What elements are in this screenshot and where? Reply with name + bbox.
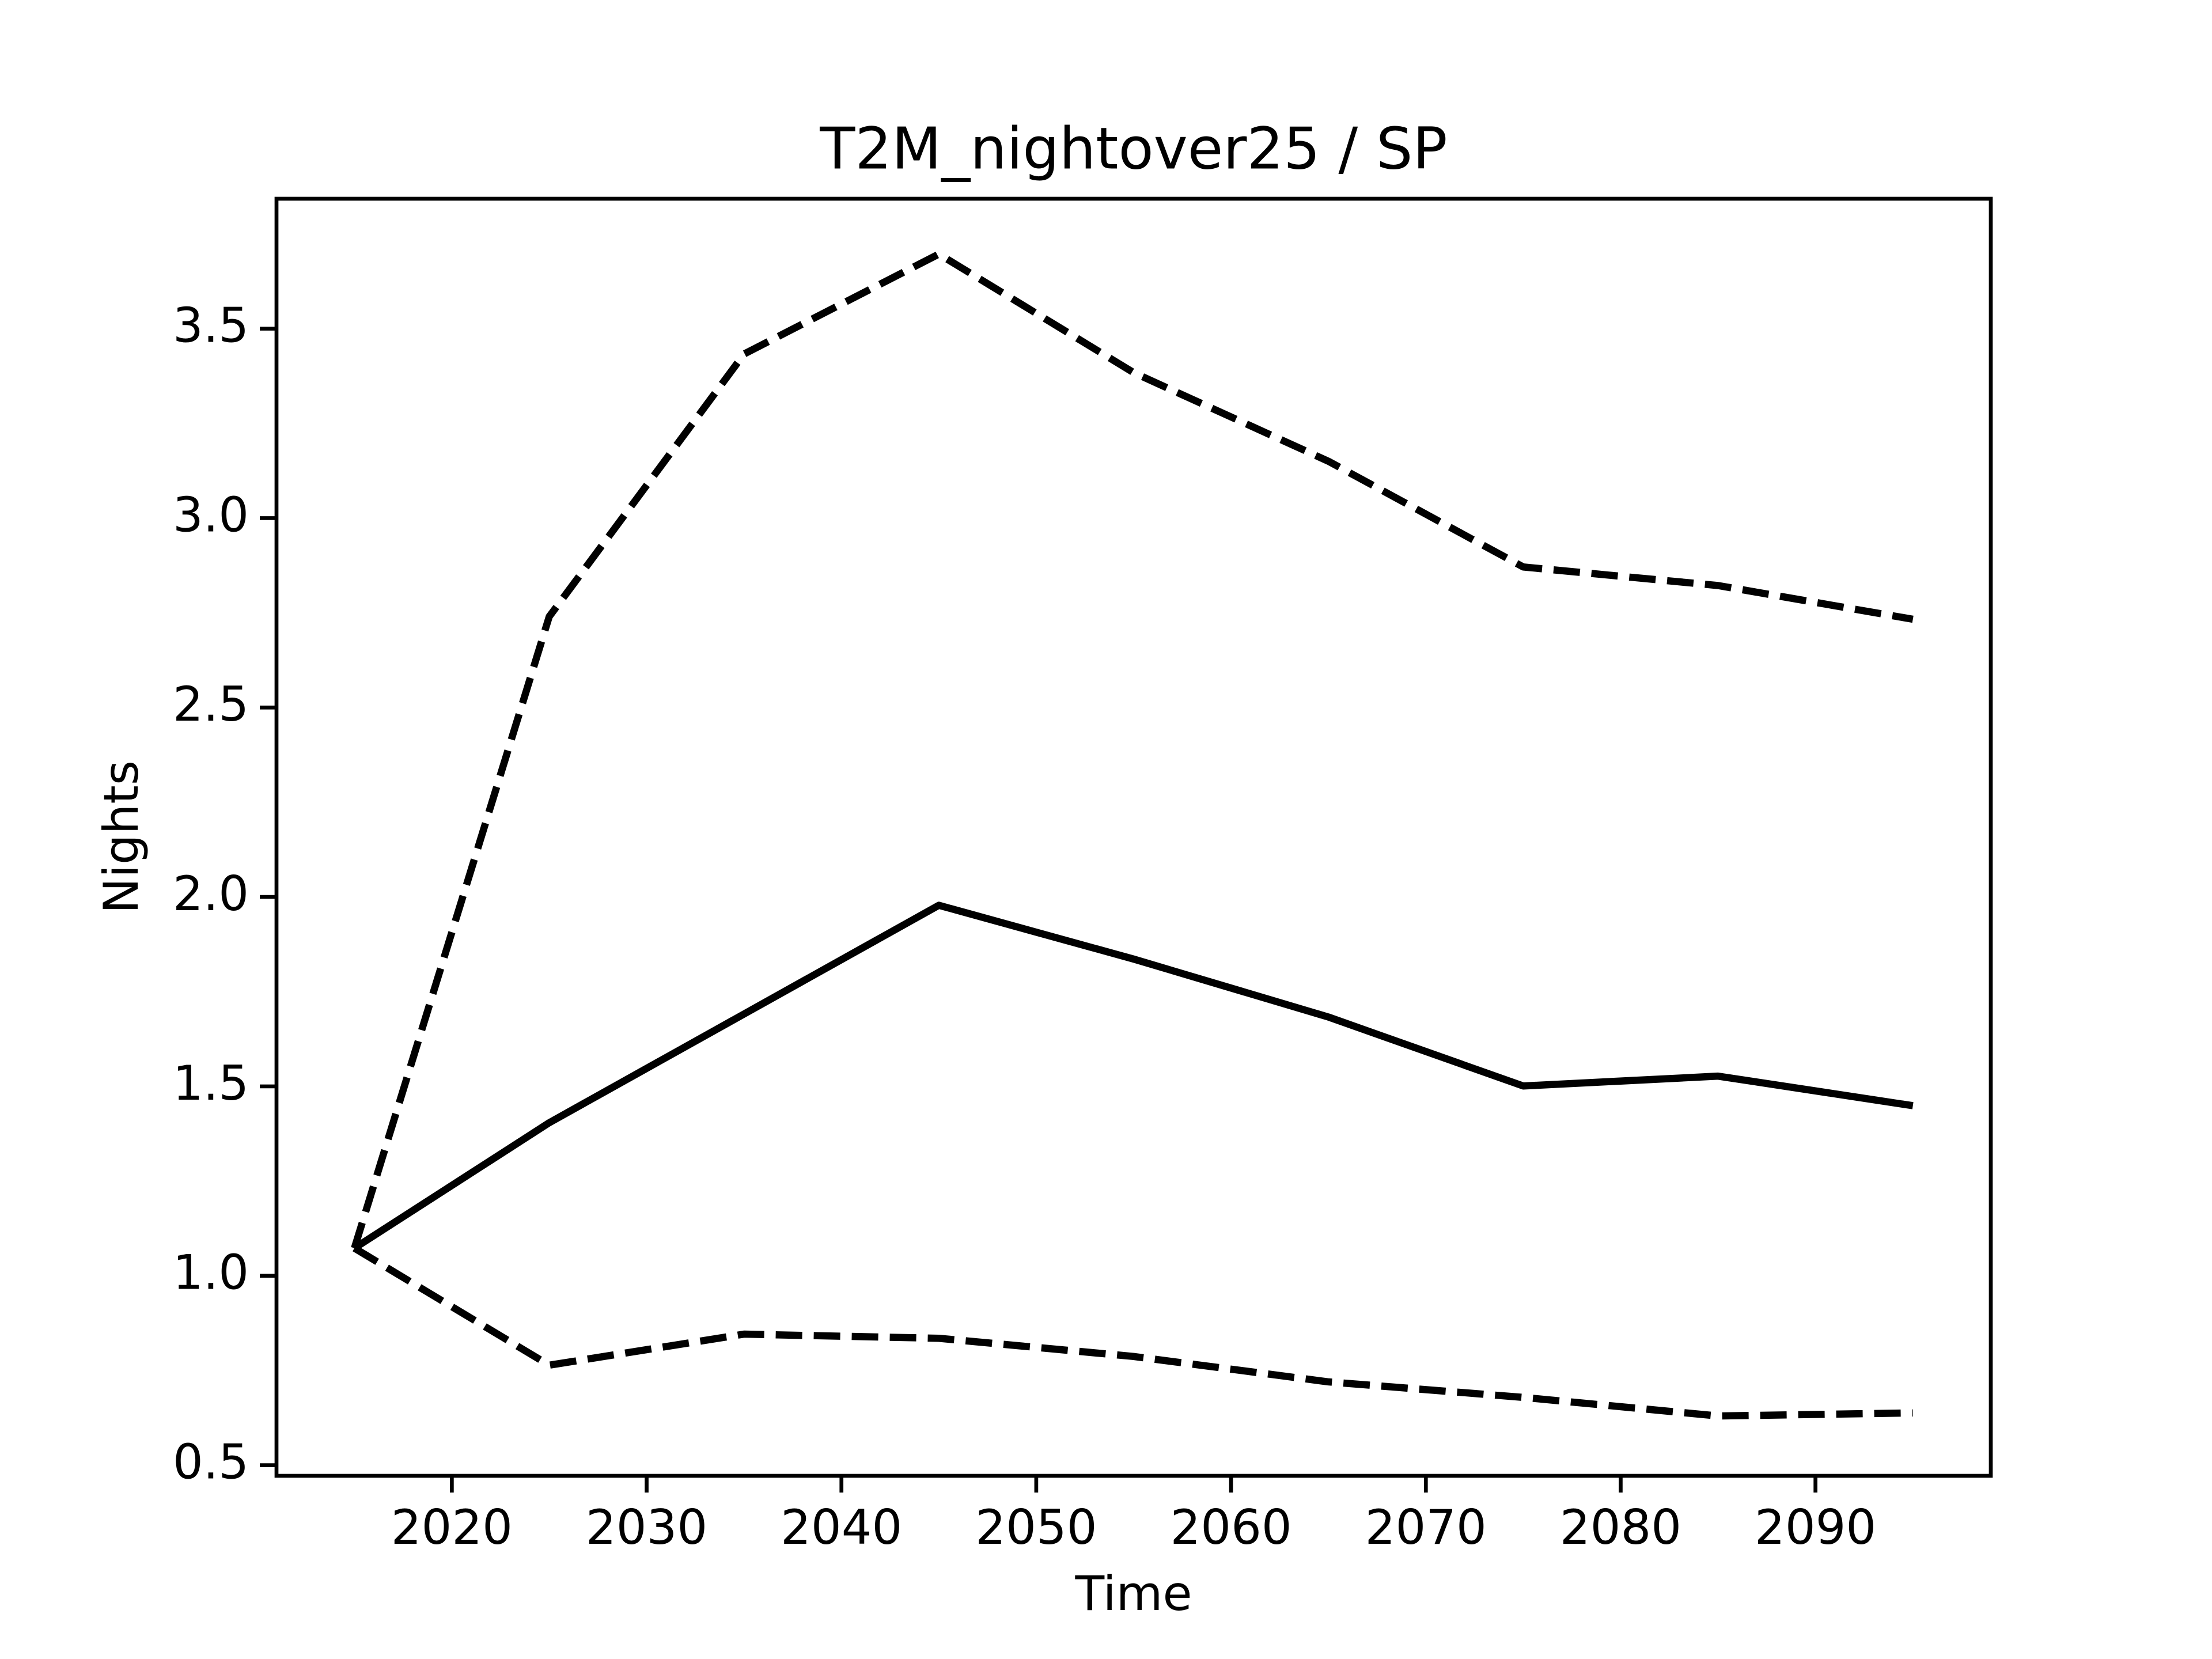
line-series bbox=[353, 1245, 1913, 1420]
chart-title: T2M_nightover25 / SP bbox=[819, 115, 1448, 182]
x-tick-label: 2030 bbox=[586, 1499, 707, 1555]
x-tick-label: 2090 bbox=[1755, 1499, 1876, 1555]
axes-frame bbox=[274, 196, 1993, 1478]
y-axis-label: Nights bbox=[93, 760, 149, 914]
line-series bbox=[352, 902, 1914, 1251]
x-tick-label: 2070 bbox=[1365, 1499, 1487, 1555]
y-tick-label: 1.5 bbox=[173, 1055, 249, 1111]
x-tick-label: 2060 bbox=[1170, 1499, 1291, 1555]
x-tick-label: 2050 bbox=[975, 1499, 1097, 1555]
y-tick-label: 0.5 bbox=[173, 1434, 249, 1490]
y-tick-label: 1.0 bbox=[173, 1245, 249, 1301]
y-tick-label: 2.5 bbox=[173, 676, 249, 732]
x-axis-label: Time bbox=[1074, 1566, 1192, 1622]
x-tick-label: 2040 bbox=[781, 1499, 902, 1555]
x-tick-label: 2080 bbox=[1560, 1499, 1681, 1555]
y-tick-label: 2.0 bbox=[173, 866, 249, 922]
y-tick-label: 3.0 bbox=[173, 487, 249, 543]
y-tick-label: 3.5 bbox=[173, 298, 249, 354]
x-tick-label: 2020 bbox=[391, 1499, 513, 1555]
line-series bbox=[351, 250, 1914, 1249]
